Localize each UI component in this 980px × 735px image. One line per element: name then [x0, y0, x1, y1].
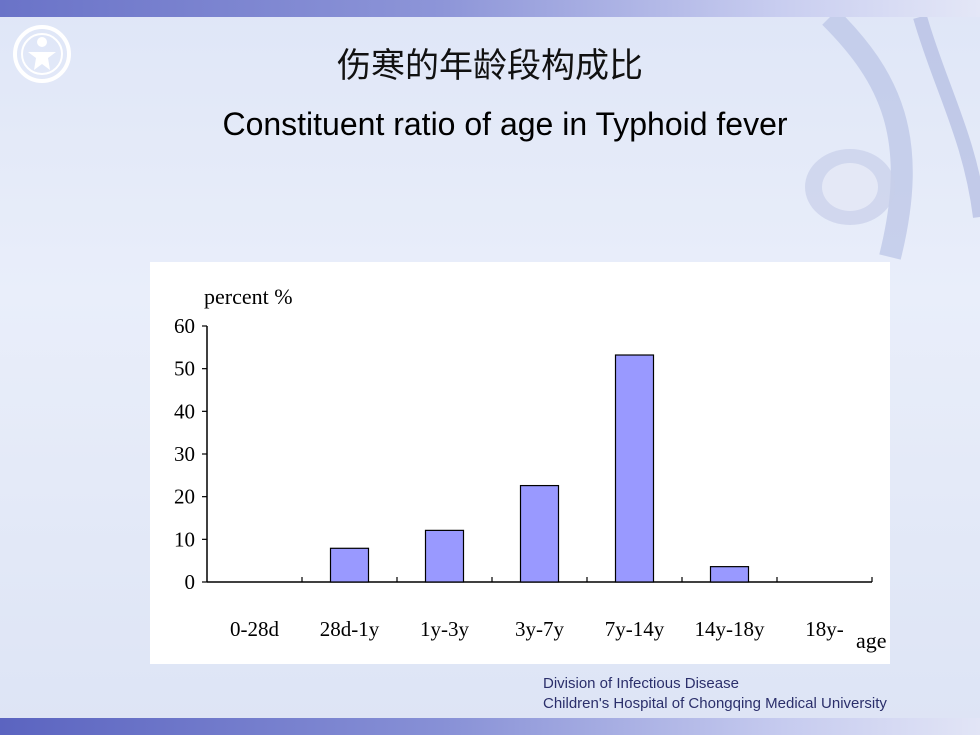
x-tick-label: 7y-14y: [605, 617, 665, 641]
stethoscope-decoration: [805, 17, 980, 260]
y-tick-label: 0: [185, 570, 196, 594]
y-tick-label: 50: [174, 357, 195, 381]
x-tick-label: 14y-18y: [695, 617, 765, 641]
y-tick-label: 40: [174, 399, 195, 423]
bar-14y-18y: [709, 566, 750, 583]
bar-28d-1y: [329, 547, 370, 583]
y-tick-label: 30: [174, 442, 195, 466]
x-tick-label: 18y-: [805, 617, 844, 641]
bottom-band: [0, 718, 980, 735]
hospital-logo: [13, 25, 71, 83]
bar-1y-3y: [424, 529, 465, 583]
y-tick-label: 10: [174, 527, 195, 551]
x-tick-label: 28d-1y: [320, 617, 380, 641]
slide-title-chinese: 伤寒的年龄段构成比: [337, 46, 643, 86]
y-tick-label: 60: [174, 314, 195, 338]
x-axis-label: age: [856, 628, 887, 653]
bar-7y-14y: [614, 354, 655, 583]
x-tick-label: 0-28d: [230, 617, 279, 641]
chart-panel: percent % age 0 10 20 30 40 50 60 0-28d 28d-1y 1…: [150, 262, 890, 664]
credit-division: Division of Infectious Disease: [543, 675, 739, 692]
slide-title-english: Constituent ratio of age in Typhoid feve…: [222, 106, 788, 142]
top-band: [0, 0, 980, 17]
bar-chart: percent % age 0 10 20 30 40 50 60 0-28d 28d-1y 1…: [174, 284, 887, 653]
x-tick-label: 1y-3y: [420, 617, 469, 641]
bar-3y-7y: [519, 484, 560, 583]
credit-block: Division of Infectious Disease Children'…: [543, 674, 887, 714]
y-axis-label: percent %: [204, 284, 293, 309]
y-tick-label: 20: [174, 485, 195, 509]
credit-hospital: Children's Hospital of Chongqing Medical…: [543, 695, 887, 712]
x-tick-label: 3y-7y: [515, 617, 564, 641]
